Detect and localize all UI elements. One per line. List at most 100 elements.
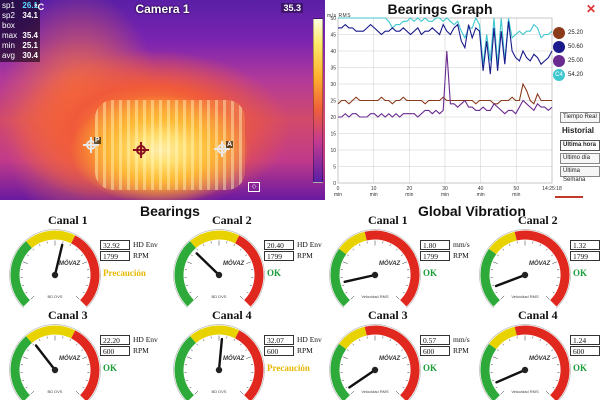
gauge-status: OK [573, 363, 588, 373]
gauge-rpm: 600 [264, 345, 294, 356]
gauge-tick [226, 336, 228, 339]
gauge-needle [495, 368, 527, 384]
gauge-subtitle: BD DVS [48, 294, 63, 299]
gauge-4[interactable]: MÖVAZ Velocidad RMS Canal 2 1.32mm/s 1799R… [478, 213, 600, 308]
gauge-readout: 20.40 HD Env 1799 RPM [264, 239, 322, 261]
thermal-camera-view[interactable]: sp1 26.1 sp2 34.1 box max 35.4 min 25.1 avg 3… [0, 0, 325, 200]
gauge-face [479, 324, 571, 400]
camera-readout-panel: sp1 26.1 sp2 34.1 box max 35.4 min 25.1 avg 3… [0, 0, 40, 62]
gauge-tick [532, 336, 534, 339]
gauge-tick [187, 356, 192, 359]
gauge-tick [352, 343, 355, 346]
gauge-band [70, 235, 100, 307]
gauge-subtitle: Velocidad RMS [361, 294, 389, 299]
gauge-tick [46, 336, 48, 339]
gauge-tick [350, 295, 355, 300]
gauge-tick [352, 248, 355, 251]
y-tick-label: 5 [333, 165, 336, 171]
gauge-tick [545, 390, 550, 395]
gauge-band [190, 325, 240, 344]
legend-swatch [553, 55, 565, 67]
gauge-band [514, 325, 570, 400]
gauge-6[interactable]: MÖVAZ BD DVS Canal 4 32.07 HD Env 600 RPM Pr… [172, 308, 322, 400]
gauge-unit: mm/s [453, 240, 470, 249]
readout-max: max 35.4 [2, 31, 38, 40]
legend-item[interactable]: 50.60 [553, 38, 595, 56]
gauge-rpm-unit: RPM [297, 346, 313, 355]
gauge-band [480, 343, 501, 400]
gauge-channel-label: Canal 1 [48, 213, 88, 227]
gauge-2[interactable]: MÖVAZ BD DVS Canal 2 20.40 HD Env 1799 RPM O… [172, 213, 322, 308]
ultima-hora-button[interactable]: Última hora [560, 140, 600, 151]
gauge-band [338, 231, 367, 255]
graph-y-axis-label: m/s RMS [327, 13, 352, 19]
temperature-colorbar [313, 18, 323, 183]
x-tick-label: 30 [442, 186, 448, 192]
gauge-tick [555, 284, 558, 286]
gauge-tick [342, 284, 345, 286]
y-tick-label: 0 [333, 181, 336, 187]
gauge-tick [69, 339, 71, 342]
spot-a-label: A [226, 141, 234, 148]
gauge-tick [500, 295, 505, 300]
gauge-hub [371, 366, 379, 374]
y-tick-label: 35 [330, 66, 336, 72]
gauge-needle [494, 273, 527, 288]
gauge-rpm-unit: RPM [133, 346, 149, 355]
spot-a-crosshair-icon[interactable] [214, 141, 230, 157]
gauge-tick [62, 241, 64, 244]
gauge-subtitle: Velocidad RMS [511, 294, 539, 299]
tiempo-real-button[interactable]: Tiempo Real [560, 112, 600, 123]
gauge-tick [545, 343, 548, 346]
gauge-1[interactable]: MÖVAZ BD DVS Canal 1 32.92 HD Env 1799 RPM P… [8, 213, 158, 308]
gauge-tick [39, 339, 41, 342]
gauge-readout: 32.07 HD Env 600 RPM [264, 334, 322, 356]
gauge-tick [395, 248, 398, 251]
x-tick-label: min [405, 192, 413, 198]
gauge-tick [500, 390, 505, 395]
gauge-5[interactable]: MÖVAZ BD DVS Canal 3 22.20 HD Env 600 RPM OK [8, 308, 158, 400]
gauge-tick [30, 295, 35, 300]
diamond-marker-icon: ◇ [248, 182, 260, 192]
legend-item[interactable]: 25.20 [553, 24, 595, 42]
gauge-tick [194, 390, 199, 395]
gauge-brand: MÖVAZ [223, 260, 245, 267]
gauge-tick [189, 291, 192, 294]
bearings-section-title: Bearings [140, 203, 200, 219]
global-vibration-section-title: Global Vibration [418, 203, 526, 219]
gauge-value: 1.24 [570, 334, 600, 345]
x-tick-label: 50 [514, 186, 520, 192]
gauge-channel-label: Canal 4 [212, 308, 252, 322]
gauge-readout: 1.80 mm/s 1799 RPM [420, 239, 478, 261]
gauge-tick [382, 241, 384, 244]
gauge-band [488, 326, 517, 350]
bearings-line-chart: 504540353025201510500min10min20min30min4… [330, 16, 562, 198]
gauge-rpm: 1799 [570, 250, 600, 261]
gauge-hub [215, 366, 223, 374]
gauge-tick [196, 343, 199, 346]
gauge-7[interactable]: MÖVAZ Velocidad RMS Canal 3 0.57 mm/s 600 RP… [328, 308, 478, 400]
gauge-tick [82, 386, 85, 389]
gauge-tick [32, 343, 35, 346]
gauge-tick [539, 339, 541, 342]
x-tick-label: 10 [371, 186, 377, 192]
gauge-3[interactable]: MÖVAZ Velocidad RMS Canal 1 1.80 mm/s 1799 R… [328, 213, 478, 308]
close-icon[interactable]: ✕ [585, 2, 596, 16]
gauge-unit: HD Env [297, 335, 322, 344]
center-crosshair-icon[interactable] [133, 142, 149, 158]
legend-item[interactable]: 25.00 [553, 52, 595, 70]
spot-p-crosshair-icon[interactable] [83, 137, 99, 153]
ultimo-dia-button[interactable]: Último día [560, 153, 600, 164]
gauge-tick [249, 379, 252, 381]
gauge-tick [75, 295, 80, 300]
spot-p-label: P [94, 137, 101, 144]
gauge-hub [51, 271, 59, 279]
gauge-tick [187, 261, 192, 264]
gauge-8[interactable]: MÖVAZ Velocidad RMS Canal 4 1.24mm/s 600RP… [478, 308, 600, 400]
gauge-tick [239, 295, 244, 300]
gauge-tick [196, 248, 199, 251]
x-tick-label: min [370, 192, 378, 198]
gauge-band [364, 325, 420, 400]
gauge-tick [186, 379, 189, 381]
ultima-semana-button[interactable]: Última Semana [560, 166, 600, 183]
